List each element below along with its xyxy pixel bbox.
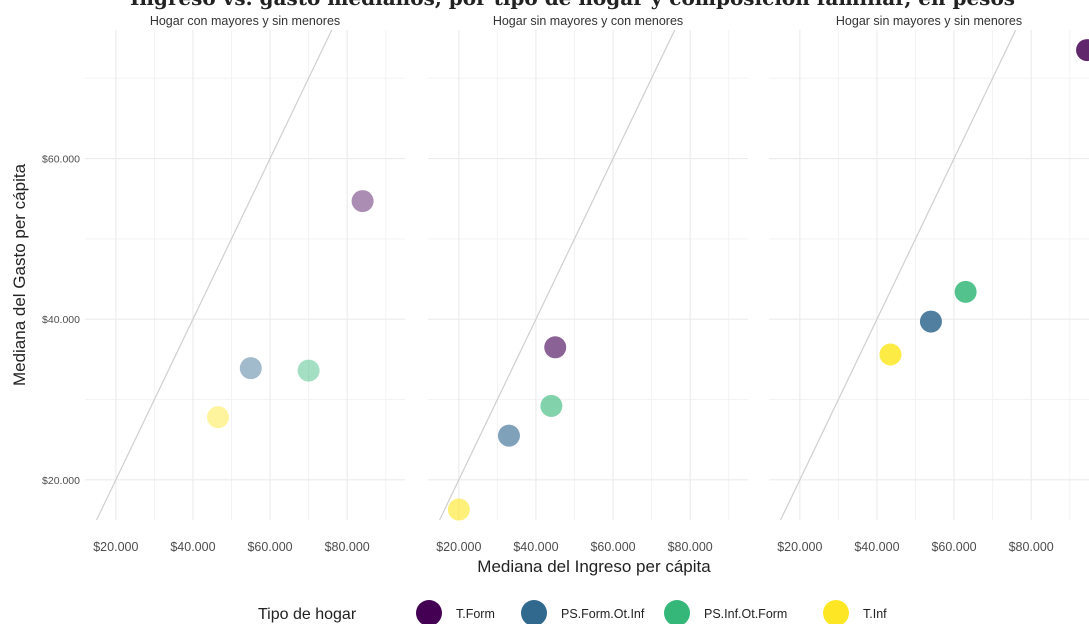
- data-point-ps-form-ot-inf: [497, 424, 520, 447]
- legend-key: [521, 600, 547, 624]
- legend-label: T.Form: [456, 607, 495, 621]
- panel-title: Hogar sin mayores y con menores: [493, 14, 683, 28]
- data-point-ps-form-ot-inf: [919, 310, 942, 333]
- y-axis-label: Mediana del Gasto per cápita: [10, 163, 29, 386]
- data-point-ps-inf-ot-form: [540, 394, 563, 417]
- x-tick-label: $80.000: [325, 540, 370, 554]
- x-tick-label: $20.000: [436, 540, 481, 554]
- reference-line: [780, 29, 1017, 521]
- page-title: Ingreso vs. gasto medianos, por tipo de …: [0, 0, 1089, 10]
- x-tick-label: $40.000: [513, 540, 558, 554]
- legend-key: [664, 600, 690, 624]
- data-point-t-inf: [447, 498, 470, 521]
- legend-title: Tipo de hogar: [258, 606, 357, 623]
- data-point-ps-form-ot-inf: [239, 357, 262, 380]
- x-tick-label: $60.000: [247, 540, 292, 554]
- x-tick-label: $80.000: [1009, 540, 1054, 554]
- y-tick-label: $60.000: [42, 154, 80, 166]
- data-point-t-form: [1076, 39, 1089, 62]
- y-tick-label: $40.000: [42, 314, 80, 326]
- x-tick-label: $20.000: [93, 540, 138, 554]
- reference-line: [96, 29, 333, 521]
- x-axis-label: Mediana del Ingreso per cápita: [477, 557, 711, 576]
- y-tick-label: $20.000: [42, 475, 80, 487]
- reference-line: [439, 29, 676, 521]
- x-tick-label: $60.000: [590, 540, 635, 554]
- x-tick-label: $40.000: [170, 540, 215, 554]
- x-tick-label: $60.000: [931, 540, 976, 554]
- panel-title: Hogar sin mayores y sin menores: [836, 14, 1022, 28]
- legend-label: T.Inf: [863, 607, 887, 621]
- legend-label: PS.Form.Ot.Inf: [561, 607, 645, 621]
- data-point-t-form: [544, 336, 567, 359]
- data-point-ps-inf-ot-form: [297, 359, 320, 382]
- legend-key: [823, 600, 849, 624]
- x-tick-label: $80.000: [668, 540, 713, 554]
- data-point-t-inf: [207, 406, 230, 429]
- x-tick-label: $20.000: [777, 540, 822, 554]
- data-point-t-inf: [879, 343, 902, 366]
- legend-key: [416, 600, 442, 624]
- data-point-t-form: [351, 190, 374, 213]
- x-tick-label: $40.000: [854, 540, 899, 554]
- data-point-ps-inf-ot-form: [954, 280, 977, 303]
- legend-label: PS.Inf.Ot.Form: [704, 607, 787, 621]
- panel-title: Hogar con mayores y sin menores: [150, 14, 340, 28]
